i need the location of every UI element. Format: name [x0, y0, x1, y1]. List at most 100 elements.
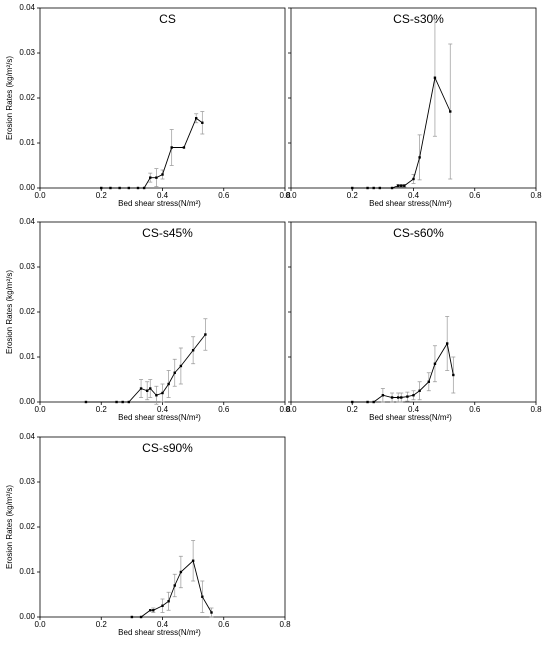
data-point: [403, 184, 406, 187]
data-point: [149, 609, 152, 612]
data-point: [400, 396, 403, 399]
data-point: [139, 387, 143, 390]
plot-frame: [39, 221, 286, 403]
data-point: [142, 186, 146, 190]
data-point: [149, 387, 152, 390]
x-tick-label: 0.2: [96, 405, 108, 414]
data-point: [372, 186, 375, 190]
data-point: [136, 186, 140, 190]
data-line: [85, 334, 206, 403]
x-tick-label: 0.0: [34, 405, 46, 414]
x-tick-label: 0.0: [34, 191, 46, 200]
x-tick-label: 0.8: [279, 405, 291, 414]
data-point: [201, 595, 204, 598]
x-axis-label: Bed shear stress(N/m²): [369, 199, 452, 208]
data-point: [173, 584, 176, 587]
data-point: [139, 615, 143, 619]
data-point: [396, 396, 400, 399]
y-tick-label: 0.01: [19, 567, 35, 576]
data-point: [149, 176, 152, 179]
y-tick-label: 0.03: [19, 477, 35, 486]
y-tick-label: 0.04: [19, 3, 35, 12]
data-point: [433, 76, 437, 79]
x-tick-label: 0.0: [285, 191, 297, 200]
data-point: [167, 600, 170, 603]
data-point: [161, 604, 164, 607]
data-point: [427, 380, 431, 383]
x-tick-label: 0.2: [347, 405, 359, 414]
data-point: [351, 400, 354, 404]
data-point: [109, 186, 112, 190]
data-point: [412, 394, 415, 397]
data-point: [396, 184, 400, 187]
y-axis-label: Erosion Rates (kg/m²/s): [5, 56, 14, 140]
x-tick-label: 0.8: [530, 191, 542, 200]
x-tick-label: 0.0: [285, 405, 297, 414]
x-tick-label: 0.4: [408, 405, 420, 414]
plot-frame: [290, 221, 537, 403]
data-point: [130, 615, 134, 619]
data-point: [210, 611, 213, 614]
data-point: [390, 186, 394, 190]
y-tick-label: 0.01: [19, 352, 35, 361]
x-axis-label: Bed shear stress(N/m²): [369, 413, 452, 422]
chart-title: CS-s60%: [393, 226, 444, 240]
plot-frame: [39, 7, 286, 189]
x-tick-label: 0.8: [279, 620, 291, 629]
data-line: [101, 117, 203, 189]
data-point: [418, 156, 421, 159]
data-point: [127, 186, 131, 190]
y-tick-label: 0.03: [19, 48, 35, 57]
data-point: [366, 400, 369, 404]
data-point: [155, 176, 158, 179]
data-point: [433, 362, 437, 365]
x-tick-label: 0.2: [96, 620, 108, 629]
x-tick-label: 0.6: [469, 405, 481, 414]
x-tick-label: 0.4: [157, 405, 169, 414]
y-tick-label: 0.00: [19, 397, 35, 406]
x-axis-label: Bed shear stress(N/m²): [118, 413, 201, 422]
y-tick-label: 0.00: [19, 183, 35, 192]
data-point: [449, 110, 452, 113]
data-point: [179, 364, 183, 368]
data-point: [378, 186, 382, 190]
data-point: [115, 400, 118, 404]
data-point: [170, 146, 173, 149]
x-tick-label: 0.6: [469, 191, 481, 200]
x-tick-label: 0.4: [157, 620, 169, 629]
data-point: [182, 146, 186, 149]
y-tick-label: 0.04: [19, 432, 35, 441]
plot-frame: [290, 7, 537, 189]
data-line: [131, 559, 212, 618]
x-tick-label: 0.0: [34, 620, 46, 629]
x-axis-label: Bed shear stress(N/m²): [118, 628, 201, 637]
data-point: [127, 400, 131, 404]
data-point: [118, 186, 121, 190]
data-line: [352, 76, 451, 189]
x-tick-label: 0.4: [157, 191, 169, 200]
y-axis-label: Erosion Rates (kg/m²/s): [5, 485, 14, 569]
plot-frame: [39, 436, 286, 618]
x-tick-label: 0.6: [218, 405, 230, 414]
data-point: [152, 609, 155, 612]
chart-title: CS: [159, 12, 176, 26]
data-point: [179, 570, 183, 574]
y-axis-label: Erosion Rates (kg/m²/s): [5, 270, 14, 354]
x-tick-label: 0.2: [347, 191, 359, 200]
data-point: [351, 186, 354, 190]
data-point: [418, 389, 421, 392]
y-tick-label: 0.02: [19, 522, 35, 531]
data-point: [400, 184, 403, 187]
x-tick-label: 0.4: [408, 191, 420, 200]
y-tick-label: 0.04: [19, 217, 35, 226]
data-point: [390, 396, 394, 399]
data-point: [161, 173, 164, 176]
data-point: [155, 394, 158, 397]
y-tick-label: 0.01: [19, 138, 35, 147]
y-tick-label: 0.03: [19, 262, 35, 271]
x-tick-label: 0.2: [96, 191, 108, 200]
data-point: [452, 373, 455, 377]
data-point: [161, 391, 164, 395]
y-tick-label: 0.02: [19, 93, 35, 102]
